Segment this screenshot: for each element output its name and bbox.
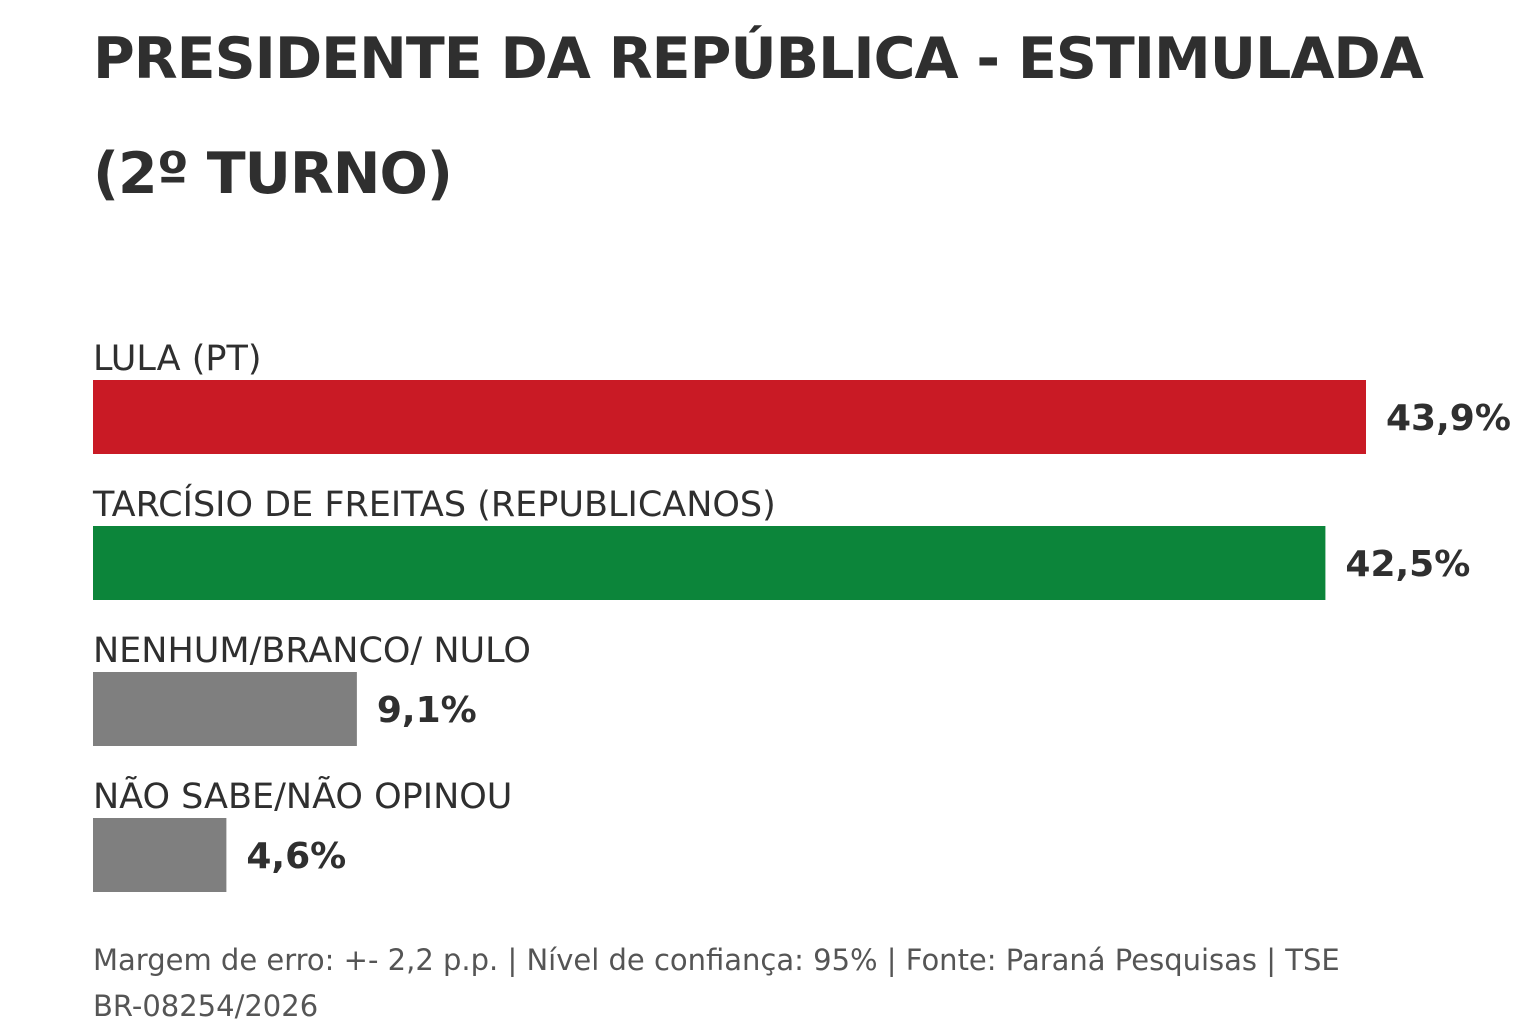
- footer-source-line: Margem de erro: +- 2,2 p.p. | Nível de c…: [93, 943, 1340, 977]
- bar: [93, 818, 227, 892]
- bar: [93, 672, 357, 746]
- value-label: 9,1%: [377, 690, 477, 731]
- chart-title: PRESIDENTE DA REPÚBLICA - ESTIMULADA (2º…: [93, 26, 1424, 207]
- value-label: 4,6%: [246, 836, 346, 877]
- bar: [93, 526, 1326, 600]
- category-label: NENHUM/BRANCO/ NULO: [93, 631, 531, 671]
- footer-registration-line: BR-08254/2026: [93, 989, 319, 1023]
- category-label: LULA (PT): [93, 339, 262, 379]
- chart-footer: Margem de erro: +- 2,2 p.p. | Nível de c…: [93, 937, 1493, 1029]
- bar: [93, 380, 1366, 454]
- value-label: 42,5%: [1345, 544, 1470, 585]
- value-label: 43,9%: [1386, 398, 1511, 439]
- category-label: NÃO SABE/NÃO OPINOU: [93, 775, 512, 817]
- category-label: TARCÍSIO DE FREITAS (REPUBLICANOS): [92, 483, 776, 525]
